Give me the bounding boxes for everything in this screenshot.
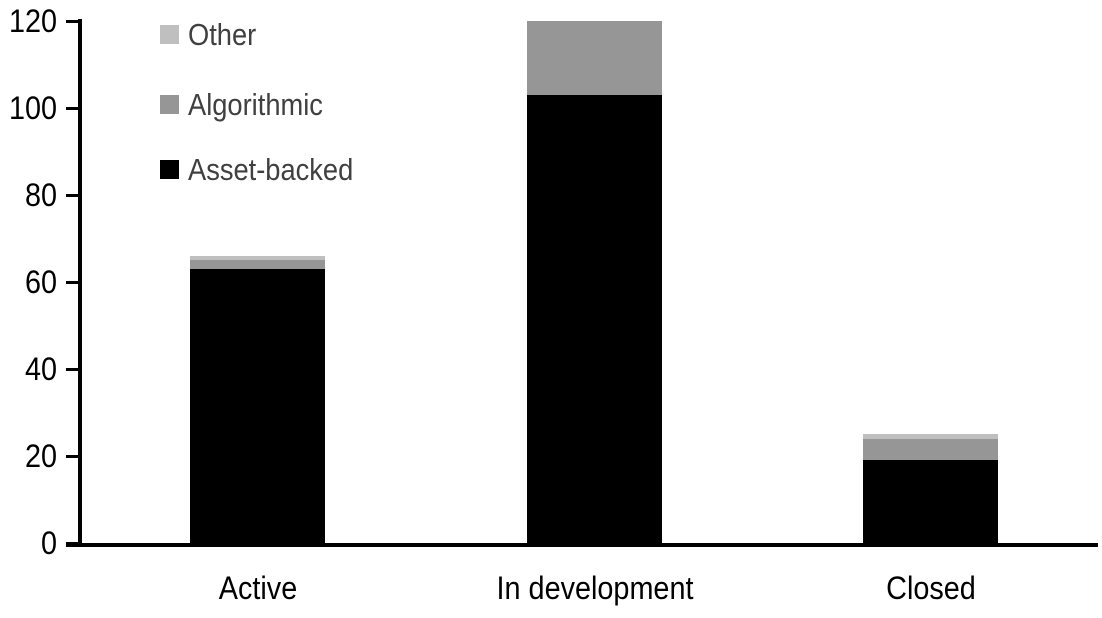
y-axis-tick-mark xyxy=(66,194,82,197)
bar-in-development-algorithmic xyxy=(527,21,662,95)
legend-label-algorithmic: Algorithmic xyxy=(188,87,323,122)
y-axis-line xyxy=(78,19,82,547)
x-category-label-closed: Closed xyxy=(885,570,976,606)
bar-in-development-asset-backed xyxy=(527,94,662,543)
y-tick-label-60: 60 xyxy=(24,264,57,300)
legend-label-asset-backed: Asset-backed xyxy=(188,152,354,187)
bar-active-other xyxy=(190,255,325,261)
y-axis-tick-mark xyxy=(66,20,82,23)
x-category-label-active: Active xyxy=(218,570,297,606)
bar-closed-algorithmic xyxy=(863,438,998,461)
y-axis-tick-mark xyxy=(66,107,82,110)
y-tick-label-20: 20 xyxy=(24,438,57,474)
legend-label-other: Other xyxy=(188,17,257,52)
y-tick-label-40: 40 xyxy=(24,351,57,387)
legend-swatch-other xyxy=(160,25,179,44)
x-category-label-in-development: In development xyxy=(496,570,693,606)
bar-closed-other xyxy=(863,434,998,439)
legend-item-other: Other xyxy=(160,19,266,50)
legend-item-algorithmic: Algorithmic xyxy=(160,89,341,120)
legend-item-asset-backed: Asset-backed xyxy=(160,154,376,185)
y-axis-tick-mark xyxy=(66,368,82,371)
y-tick-label-100: 100 xyxy=(8,90,57,126)
y-tick-label-120: 120 xyxy=(8,3,57,39)
bar-closed-asset-backed xyxy=(863,460,998,543)
y-tick-label-80: 80 xyxy=(24,177,57,213)
y-tick-label-0: 0 xyxy=(40,525,57,561)
y-axis-tick-mark xyxy=(66,281,82,284)
x-axis-line xyxy=(66,543,1098,547)
bar-active-asset-backed xyxy=(190,268,325,543)
y-axis-tick-mark xyxy=(66,455,82,458)
legend-swatch-asset-backed xyxy=(160,160,179,179)
bar-active-algorithmic xyxy=(190,260,325,269)
legend-swatch-algorithmic xyxy=(160,95,179,114)
